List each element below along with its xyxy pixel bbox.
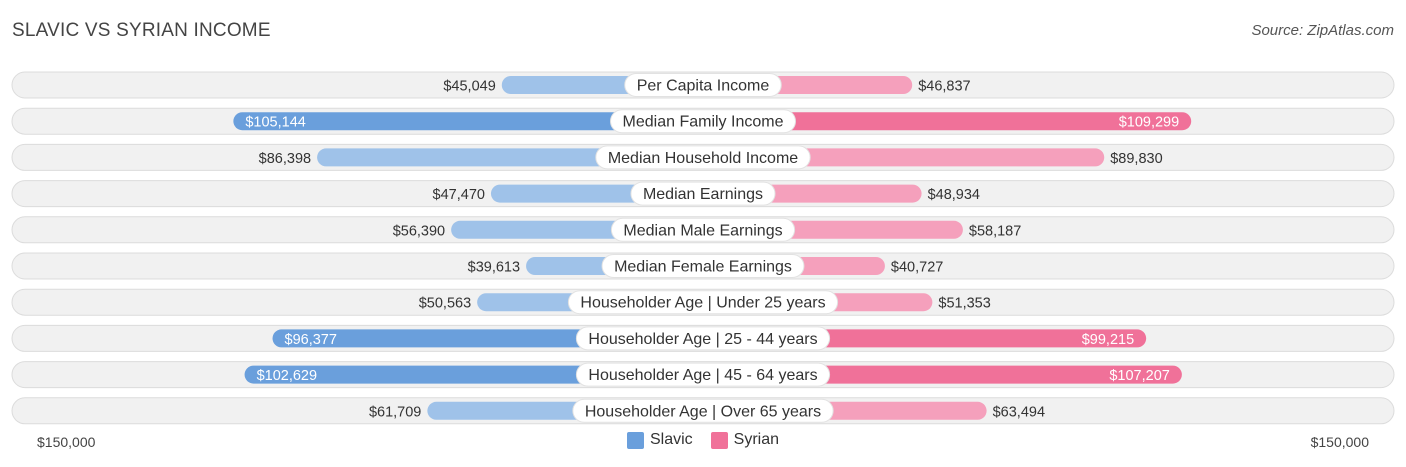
value-label-syrian: $107,207	[1109, 368, 1169, 384]
value-label-syrian: $48,934	[928, 187, 980, 203]
category-pill	[575, 362, 831, 387]
legend-swatch-slavic	[626, 431, 644, 449]
value-label-syrian: $109,299	[1119, 115, 1179, 131]
axis-right-label: $150,000	[1310, 434, 1369, 450]
category-label: Householder Age | Over 65 years	[585, 403, 821, 420]
legend-label-slavic: Slavic	[649, 431, 693, 448]
legend-item-slavic: Slavic	[626, 431, 693, 449]
value-label-slavic: $47,470	[433, 187, 485, 203]
value-label-syrian: $99,215	[1082, 332, 1134, 348]
category-pill	[630, 181, 776, 206]
legend-swatch-syrian	[710, 431, 728, 449]
category-pill	[595, 145, 811, 170]
value-label-slavic: $56,390	[393, 223, 445, 239]
value-label-syrian: $51,353	[938, 296, 990, 312]
category-label: Householder Age | 25 - 44 years	[588, 331, 817, 348]
value-label-slavic: $50,563	[419, 296, 471, 312]
category-label: Median Male Earnings	[623, 222, 782, 239]
value-label-syrian: $40,727	[891, 260, 943, 276]
category-label: Median Family Income	[623, 114, 784, 131]
category-label: Median Earnings	[643, 186, 763, 203]
value-label-slavic: $96,377	[285, 332, 337, 348]
category-pill	[624, 73, 782, 97]
value-label-slavic: $102,629	[257, 368, 317, 384]
value-label-syrian: $58,187	[969, 223, 1021, 239]
value-label-slavic: $86,398	[259, 151, 311, 167]
bar-syrian	[703, 112, 1192, 131]
category-pill	[575, 326, 831, 351]
legend: Slavic Syrian	[0, 431, 1406, 449]
legend-label-syrian: Syrian	[733, 431, 780, 448]
value-label-syrian: $89,830	[1110, 151, 1162, 167]
category-pill	[572, 398, 834, 423]
value-label-syrian: $63,494	[993, 404, 1045, 420]
category-pill	[610, 109, 796, 134]
category-label: Median Female Earnings	[614, 259, 792, 276]
category-label: Per Capita Income	[637, 78, 770, 95]
category-label: Householder Age | Under 25 years	[580, 295, 825, 312]
chart-title: SLAVIC VS SYRIAN INCOME	[12, 20, 271, 41]
value-label-slavic: $39,613	[468, 260, 520, 276]
value-label-slavic: $61,709	[369, 404, 421, 420]
category-pill	[567, 290, 839, 315]
category-pill	[601, 254, 805, 278]
legend-item-syrian: Syrian	[710, 431, 780, 449]
category-pill	[610, 217, 796, 242]
source-label: Source: ZipAtlas.com	[1251, 22, 1394, 39]
value-label-slavic: $45,049	[443, 79, 495, 95]
value-label-syrian: $46,837	[918, 79, 970, 95]
value-label-slavic: $105,144	[245, 115, 305, 131]
chart-area: $45,049 $46,837 Per Capita Income $105,144 $…	[11, 71, 1395, 425]
axis-left-label: $150,000	[37, 434, 96, 450]
category-label: Median Household Income	[608, 150, 798, 167]
bar-slavic	[233, 112, 703, 131]
category-label: Householder Age | 45 - 64 years	[588, 367, 817, 384]
